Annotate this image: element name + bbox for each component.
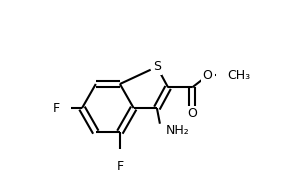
- Text: O: O: [187, 107, 197, 120]
- Text: NH₂: NH₂: [166, 124, 189, 137]
- Text: O: O: [203, 69, 213, 82]
- Text: CH₃: CH₃: [228, 69, 251, 82]
- Text: F: F: [52, 102, 60, 115]
- Text: S: S: [153, 60, 161, 73]
- Text: F: F: [116, 160, 124, 173]
